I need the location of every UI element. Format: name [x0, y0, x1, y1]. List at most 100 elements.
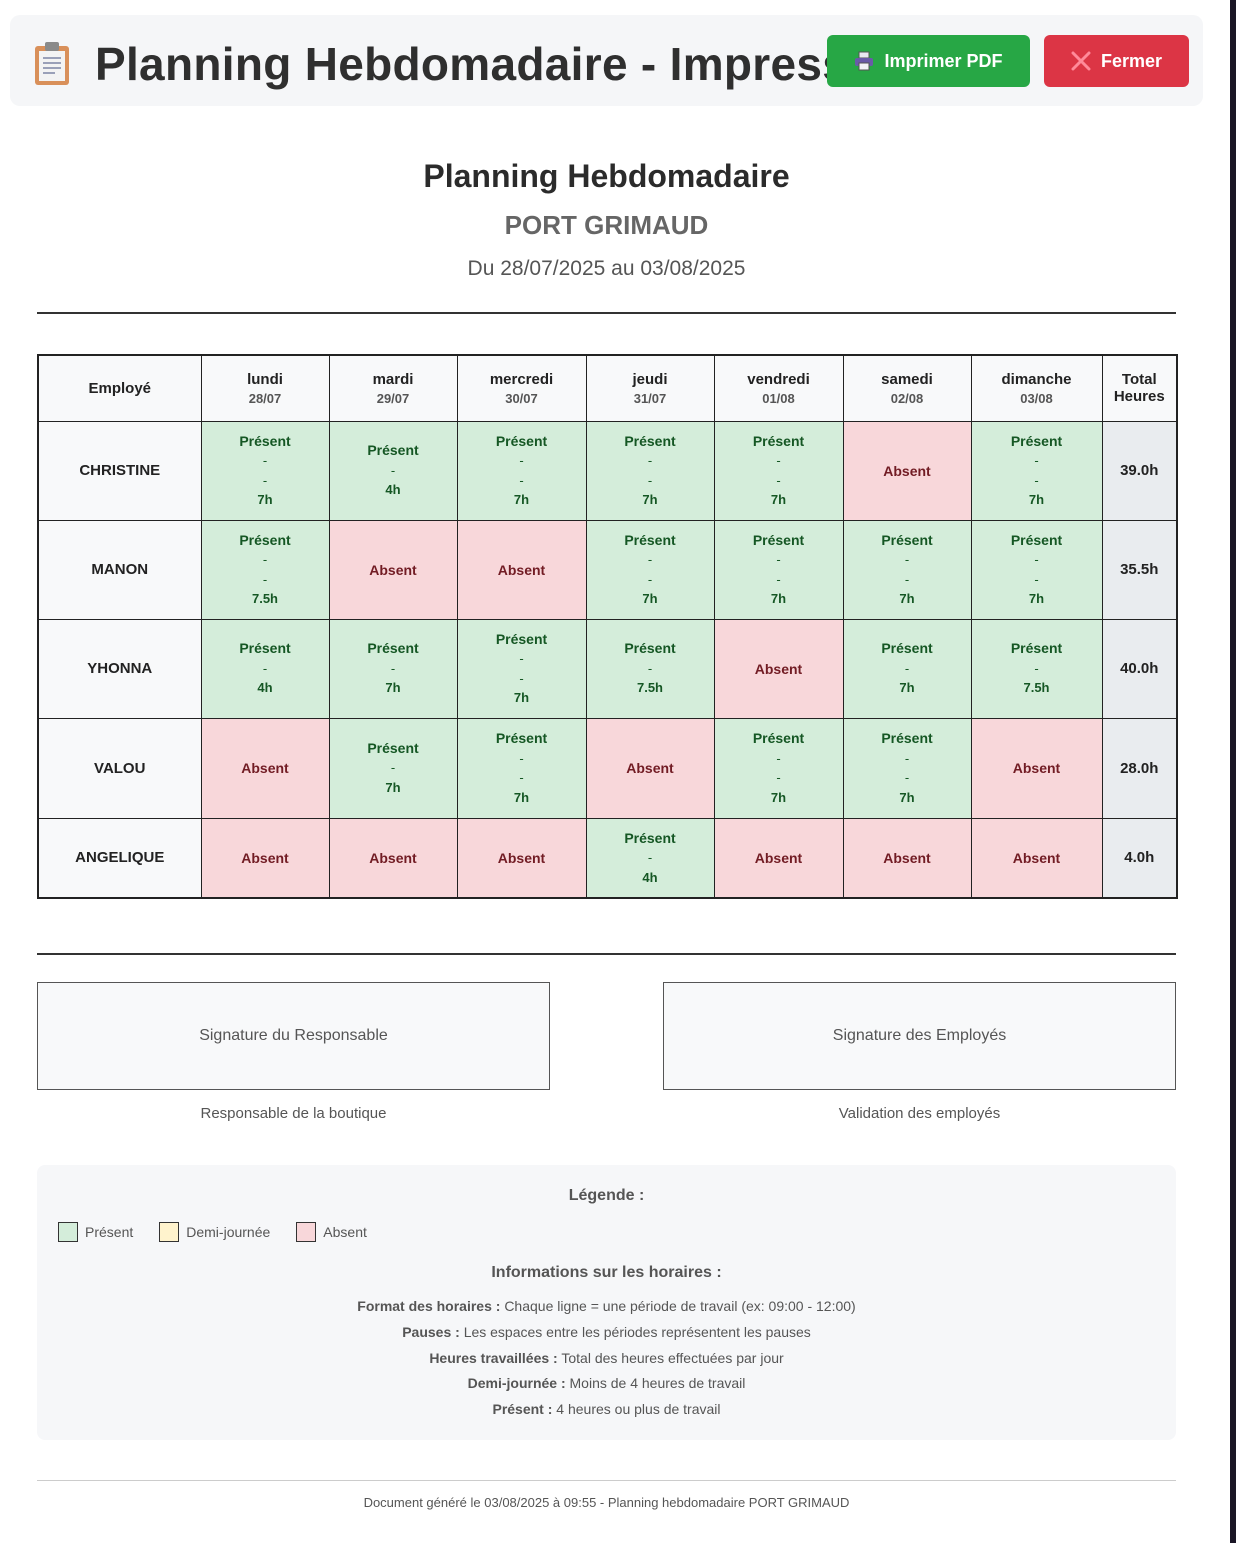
- cell-status: Présent: [367, 640, 419, 657]
- footer-text: Document généré le 03/08/2025 à 09:55 - …: [363, 1495, 850, 1510]
- day-date: 31/07: [633, 390, 667, 406]
- print-toolbar: Planning Hebdomadaire - Impression Impri…: [10, 15, 1203, 106]
- day-header: mercredi 30/07: [456, 354, 587, 422]
- day-header: jeudi 31/07: [585, 354, 715, 422]
- period-line: -: [904, 660, 910, 676]
- period-line: -: [904, 750, 910, 766]
- present-cell: Présent - - 7h: [456, 717, 587, 819]
- day-date: 01/08: [762, 390, 795, 406]
- total-hours: 40.0h: [1101, 618, 1178, 719]
- document-title: Planning Hebdomadaire: [423, 158, 790, 194]
- day-date: 03/08: [1020, 390, 1053, 406]
- absent-cell: Absent: [456, 519, 587, 620]
- day-name: mardi: [372, 370, 414, 388]
- table-header-row: Employé lundi 28/07 mardi 29/07 mercredi 30…: [37, 354, 1178, 422]
- day-date: 02/08: [890, 390, 924, 406]
- present-cell: Présent - - 7h: [585, 519, 715, 620]
- cell-hours: 7h: [770, 789, 787, 805]
- present-cell: Présent - - 7h: [713, 420, 844, 521]
- window-edge: [1230, 0, 1236, 1543]
- period-line: -: [776, 750, 781, 766]
- absent-cell: Absent: [713, 618, 844, 719]
- present-cell: Présent - - 7h: [713, 717, 844, 819]
- cell-status: Présent: [1010, 432, 1063, 449]
- cell-hours: 7h: [1028, 591, 1045, 606]
- info-key: Présent :: [492, 1401, 553, 1418]
- cell-status: Présent: [752, 432, 805, 449]
- cell-hours: 7h: [513, 492, 530, 507]
- schedule-info-title: Informations sur les horaires :: [491, 1264, 722, 1281]
- info-text: Moins de 4 heures de travail: [569, 1375, 746, 1392]
- period-line: -: [776, 770, 781, 785]
- cell-status: Présent: [239, 432, 291, 449]
- present-cell: Présent - - 7h: [970, 519, 1103, 620]
- present-cell: Présent - - 7h: [842, 717, 972, 819]
- period-line: -: [1034, 660, 1039, 676]
- legend-item-half-day: Demi-journée: [159, 1222, 270, 1242]
- cell-hours: 7h: [1028, 492, 1045, 507]
- cell-status: Présent: [367, 739, 419, 756]
- print-pdf-button[interactable]: Imprimer PDF: [827, 35, 1030, 87]
- cell-hours: 7.5h: [251, 591, 278, 606]
- info-key: Demi-journée :: [467, 1375, 566, 1392]
- manager-signature-box: Signature du Responsable: [37, 982, 550, 1090]
- info-text: Les espaces entre les périodes représent…: [463, 1323, 811, 1340]
- present-cell: Présent - - 7h: [970, 420, 1103, 521]
- period-line: -: [519, 453, 524, 468]
- cell-hours: 4h: [642, 869, 658, 885]
- absent-cell: Absent: [842, 420, 972, 521]
- cell-status: Présent: [881, 640, 933, 657]
- cell-hours: 7h: [642, 591, 658, 606]
- cell-hours: 7h: [513, 789, 530, 805]
- day-name: dimanche: [1001, 370, 1072, 388]
- day-date: 29/07: [376, 390, 410, 406]
- employees-signature-box: Signature des Employés: [663, 982, 1176, 1090]
- employee-name: MANON: [37, 519, 202, 620]
- period-line: -: [519, 670, 524, 686]
- period-line: -: [776, 453, 781, 468]
- cell-hours: 7h: [642, 492, 658, 507]
- cell-hours: 7h: [385, 680, 401, 696]
- cell-status: Présent: [367, 442, 419, 459]
- cell-status: Présent: [239, 531, 291, 548]
- day-name: jeudi: [632, 370, 668, 388]
- info-key: Heures travaillées :: [429, 1349, 558, 1366]
- period-line: -: [776, 571, 781, 587]
- info-text: Total des heures effectuées par jour: [561, 1349, 784, 1366]
- present-cell: Présent - - 7h: [713, 519, 844, 620]
- legend-item-absent: Absent: [296, 1222, 367, 1242]
- cell-status: Présent: [752, 730, 805, 746]
- present-cell: Présent - - 7h: [456, 420, 587, 521]
- employee-name: CHRISTINE: [37, 420, 202, 521]
- day-header: samedi 02/08: [842, 354, 972, 422]
- print-pdf-label: Imprimer PDF: [884, 50, 1003, 71]
- schedule-info-list: Format des horaires : Chaque ligne = une…: [37, 1297, 1176, 1426]
- info-key: Format des horaires :: [357, 1298, 501, 1314]
- day-header: lundi 28/07: [200, 354, 330, 422]
- signature-divider: [37, 953, 1176, 955]
- close-button[interactable]: Fermer: [1044, 35, 1189, 87]
- legend-title: Légende :: [568, 1187, 645, 1204]
- info-key: Pauses :: [402, 1323, 460, 1340]
- cell-status: Présent: [495, 730, 548, 746]
- app-title: Planning Hebdomadaire - Impression: [95, 38, 919, 90]
- employee-name: ANGELIQUE: [37, 817, 202, 899]
- info-line: Présent : 4 heures ou plus de travail: [37, 1400, 1176, 1426]
- period-line: -: [904, 571, 910, 587]
- cell-status: Présent: [495, 432, 548, 449]
- legend-label: Présent: [85, 1224, 134, 1240]
- manager-signature-caption: Responsable de la boutique: [200, 1105, 387, 1122]
- present-cell: Présent - - 7h: [842, 519, 972, 620]
- period-line: -: [1034, 453, 1039, 468]
- period-line: -: [904, 552, 910, 567]
- legend-panel: Légende : Présent Demi-journée Absent In…: [37, 1165, 1176, 1440]
- cell-status: Présent: [881, 531, 933, 548]
- cell-status: Présent: [624, 432, 676, 449]
- cell-hours: 7h: [899, 789, 915, 805]
- total-header-line1: Total: [1121, 371, 1157, 389]
- total-hours: 28.0h: [1101, 717, 1178, 819]
- day-name: vendredi: [747, 370, 810, 388]
- period-line: -: [262, 472, 268, 488]
- cell-status: Présent: [1010, 640, 1063, 657]
- cell-hours: 7h: [257, 492, 273, 507]
